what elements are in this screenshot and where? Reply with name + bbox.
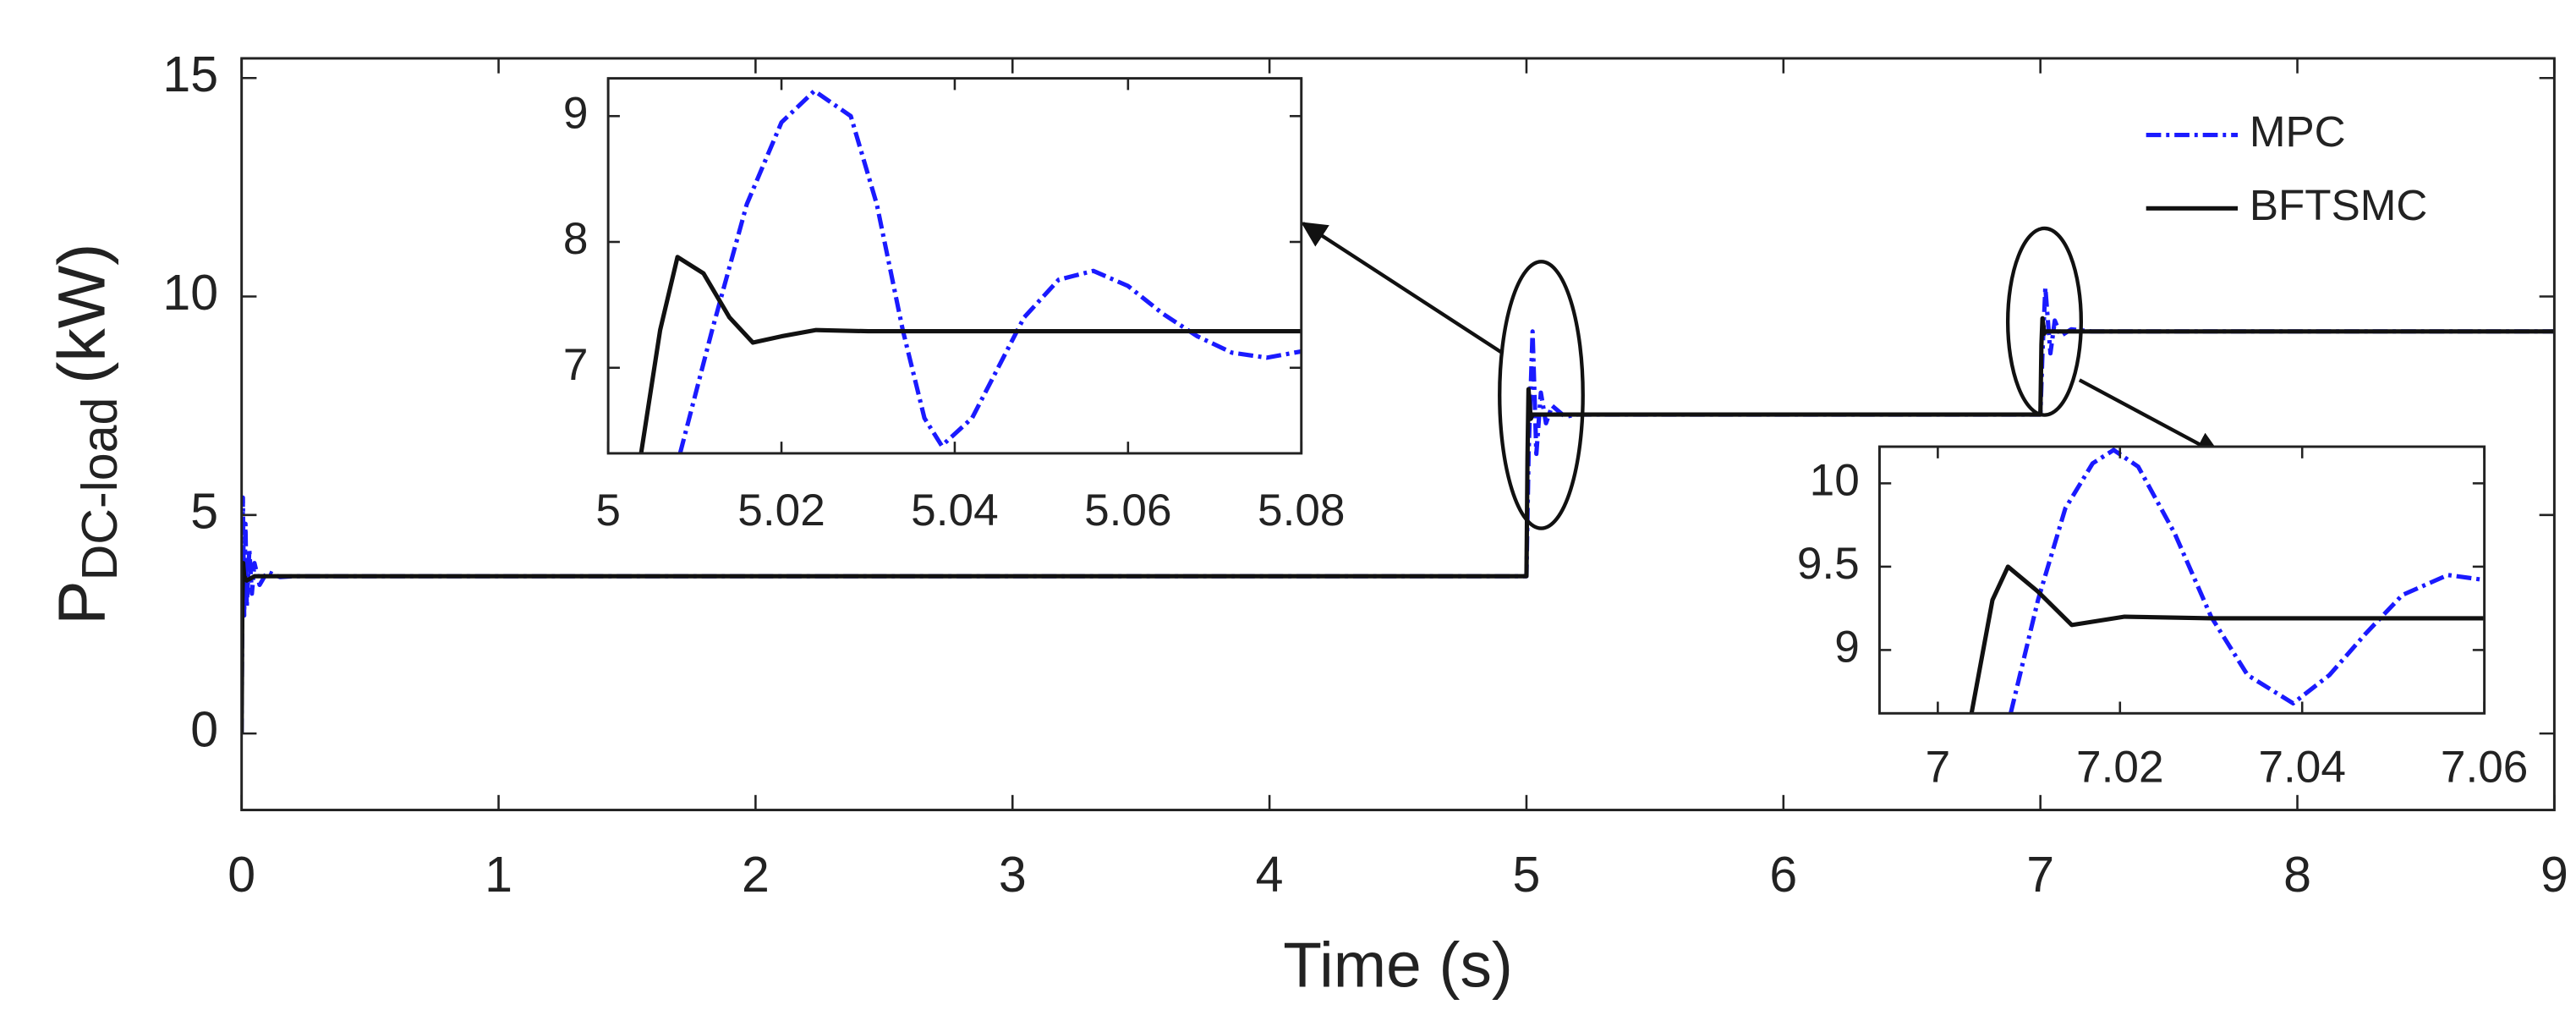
y-tick-label: 0 bbox=[190, 701, 218, 758]
x-tick-label: 5 bbox=[1513, 846, 1541, 903]
plot-area bbox=[608, 78, 1302, 453]
plot-lines bbox=[639, 88, 1302, 453]
series-line bbox=[241, 316, 2555, 734]
legend-label: MPC bbox=[2250, 107, 2346, 156]
x-tick-label: 9 bbox=[2540, 846, 2568, 903]
y-tick-label: 7 bbox=[563, 340, 589, 390]
series-line bbox=[639, 255, 1302, 453]
x-tick-label: 7 bbox=[1926, 742, 1951, 792]
axes-box bbox=[240, 57, 2556, 812]
zoom-ellipse bbox=[2005, 226, 2084, 417]
series-line bbox=[677, 88, 1302, 453]
y-tick-label: 10 bbox=[1810, 455, 1860, 505]
zoom-arrow bbox=[1301, 222, 1504, 355]
x-tick-label: 5.08 bbox=[1258, 486, 1346, 535]
inset-chart: 7 7.02 7.04 7.06 9 9.5 10 bbox=[1797, 445, 2529, 792]
x-tick-label: 1 bbox=[485, 846, 512, 903]
y-tick-label: 15 bbox=[162, 46, 218, 102]
x-tick-label: 7.04 bbox=[2258, 742, 2346, 792]
x-tick-label: 6 bbox=[1769, 846, 1797, 903]
series-line bbox=[1969, 564, 2485, 714]
x-tick-label: 5 bbox=[595, 486, 621, 535]
legend-label: BFTSMC bbox=[2250, 181, 2428, 229]
y-label-sub: DC-load bbox=[71, 398, 128, 581]
y-tick-label: 9.5 bbox=[1797, 539, 1860, 589]
y-tick-label: 9 bbox=[563, 88, 589, 138]
y-label-unit: (kW) bbox=[44, 244, 118, 384]
series-line bbox=[241, 285, 2555, 734]
y-tick-label: 10 bbox=[162, 264, 218, 321]
x-axis-label: Time (s) bbox=[1283, 929, 1513, 1000]
x-tick-label: 7.06 bbox=[2441, 742, 2529, 792]
y-tick-label: 8 bbox=[563, 214, 589, 264]
plot-area bbox=[1879, 447, 2485, 714]
x-tick-label: 5.04 bbox=[911, 486, 999, 535]
plot-lines bbox=[241, 285, 2555, 734]
axes-box bbox=[1877, 445, 2486, 715]
x-tick-label: 3 bbox=[999, 846, 1027, 903]
y-axis-label: PDC-load (kW) bbox=[44, 244, 127, 625]
plot-lines bbox=[1969, 447, 2485, 714]
x-tick-label: 4 bbox=[1256, 846, 1284, 903]
y-tick-label: 5 bbox=[190, 482, 218, 539]
x-tick-label: 8 bbox=[2283, 846, 2311, 903]
inset-chart: 5 5.02 5.04 5.06 5.08 7 8 9 bbox=[563, 77, 1346, 535]
x-tick-label: 5.06 bbox=[1084, 486, 1172, 535]
zoom-ellipse bbox=[1498, 260, 1585, 530]
y-label-main: P bbox=[44, 580, 118, 625]
x-tick-label: 2 bbox=[742, 846, 770, 903]
zoom-arrow bbox=[2078, 378, 2222, 457]
x-tick-label: 7.02 bbox=[2076, 742, 2164, 792]
x-tick-label: 0 bbox=[227, 846, 255, 903]
x-tick-label: 5.02 bbox=[737, 486, 825, 535]
y-tick-label: 9 bbox=[1834, 622, 1860, 672]
x-tick-label: 7 bbox=[2026, 846, 2054, 903]
